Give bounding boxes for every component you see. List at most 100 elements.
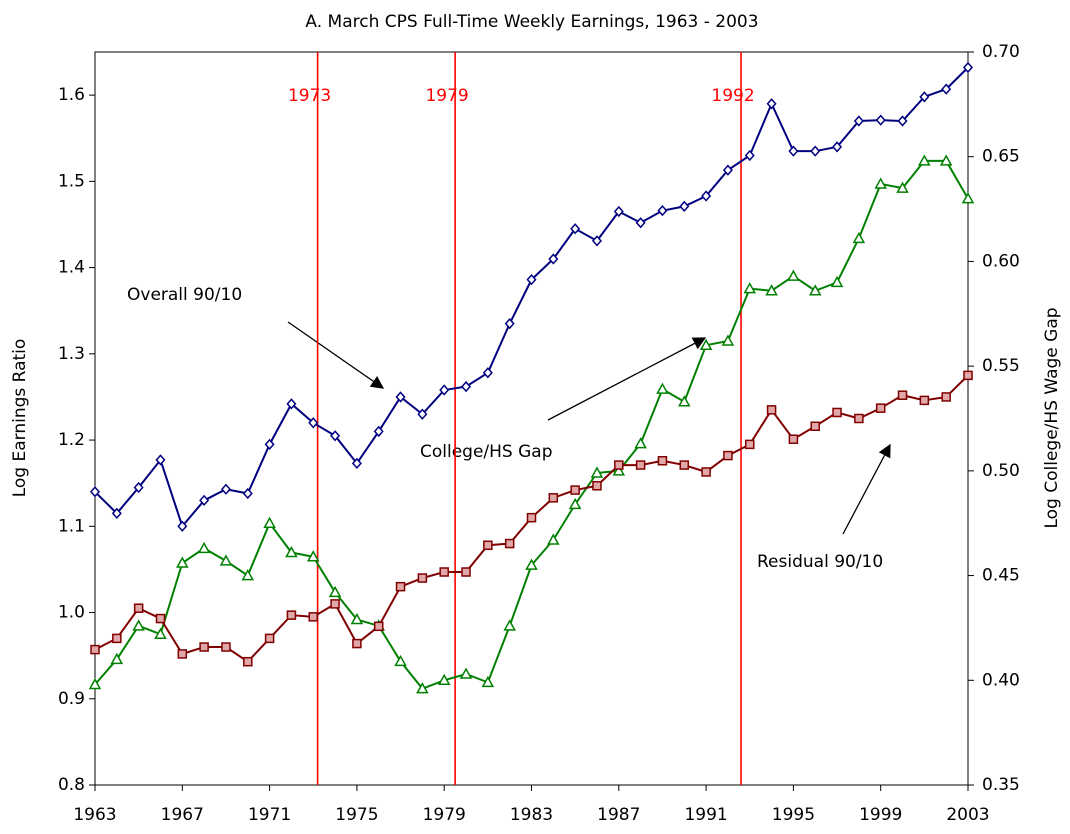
data-point xyxy=(788,434,799,444)
data-point xyxy=(679,200,690,212)
data-point xyxy=(635,217,646,229)
data-point xyxy=(745,439,755,450)
data-point xyxy=(941,83,952,95)
data-point xyxy=(351,457,362,469)
y-tick-label: 1.3 xyxy=(58,344,85,364)
y-tick-label: 1.0 xyxy=(58,603,85,623)
y2-tick-label: 0.35 xyxy=(982,775,1020,795)
chart-title: A. March CPS Full-Time Weekly Earnings, … xyxy=(305,12,758,32)
data-point xyxy=(133,481,144,494)
data-point xyxy=(525,558,538,570)
data-point xyxy=(635,460,646,470)
event-label: 1992 xyxy=(711,86,754,106)
data-point xyxy=(111,507,122,519)
data-point xyxy=(919,91,930,103)
y2-tick-label: 0.70 xyxy=(982,42,1020,62)
data-point xyxy=(394,654,407,667)
y2-tick-label: 0.45 xyxy=(982,566,1020,586)
data-point xyxy=(199,642,209,652)
data-point xyxy=(439,567,449,577)
data-point xyxy=(416,682,429,694)
data-point xyxy=(787,269,800,281)
x-tick-label: 2003 xyxy=(946,805,989,825)
data-point xyxy=(613,205,624,218)
data-point xyxy=(395,581,406,592)
data-point xyxy=(328,585,342,598)
data-point xyxy=(220,483,231,495)
y-tick-label: 1.2 xyxy=(58,430,85,450)
data-point xyxy=(285,545,298,558)
x-tick-label: 1971 xyxy=(248,805,291,825)
data-point xyxy=(263,516,276,528)
annotation: Residual 90/10 xyxy=(757,552,883,572)
data-point xyxy=(483,540,493,551)
data-point xyxy=(264,633,275,644)
data-point xyxy=(701,467,711,477)
x-tick-label: 1983 xyxy=(510,805,553,825)
data-point xyxy=(656,382,669,394)
x-tick-label: 1987 xyxy=(597,805,640,825)
data-point xyxy=(963,370,973,381)
data-point xyxy=(526,274,537,286)
arrow xyxy=(547,337,707,421)
data-point xyxy=(437,673,451,686)
data-point xyxy=(306,550,320,562)
y-tick-label: 1.1 xyxy=(58,516,85,536)
data-point xyxy=(112,633,122,644)
data-point xyxy=(875,114,886,126)
data-point xyxy=(939,154,953,166)
y-tick-label: 1.6 xyxy=(58,85,85,105)
data-point xyxy=(308,612,318,622)
data-point xyxy=(723,450,733,461)
event-label: 1973 xyxy=(288,86,331,106)
data-point xyxy=(221,642,231,652)
data-point xyxy=(701,190,712,202)
data-point xyxy=(766,98,777,110)
x-tick-label: 1991 xyxy=(684,805,727,825)
data-point xyxy=(612,464,626,476)
data-point xyxy=(132,619,145,631)
y-tick-label: 0.8 xyxy=(58,775,85,795)
data-point xyxy=(242,487,253,500)
data-point xyxy=(722,164,733,176)
data-point xyxy=(548,253,559,265)
data-point xyxy=(350,613,364,625)
data-point xyxy=(744,149,755,162)
data-point xyxy=(286,398,297,410)
data-point xyxy=(788,145,799,157)
y-axis-label: Log Earnings Ratio xyxy=(10,339,30,498)
data-point xyxy=(679,460,690,470)
data-point xyxy=(461,567,471,577)
data-point xyxy=(155,454,166,466)
y-tick-label: 1.5 xyxy=(58,171,85,191)
data-point xyxy=(765,284,778,296)
data-point xyxy=(657,205,668,217)
data-point xyxy=(286,610,297,620)
data-point xyxy=(133,603,144,613)
data-point xyxy=(482,367,493,379)
data-point xyxy=(154,627,167,639)
x-tick-label: 1979 xyxy=(423,805,466,825)
arrow xyxy=(287,321,385,389)
data-point xyxy=(330,430,341,442)
data-point xyxy=(590,466,604,478)
y2-tick-label: 0.40 xyxy=(982,670,1020,690)
plot-frame xyxy=(94,51,969,786)
x-tick-label: 1967 xyxy=(161,805,204,825)
data-point xyxy=(176,556,189,568)
data-point xyxy=(548,493,559,503)
data-point xyxy=(526,512,537,523)
data-point xyxy=(439,384,450,396)
data-point xyxy=(503,619,516,631)
data-point xyxy=(919,395,930,406)
data-point xyxy=(330,599,340,609)
data-point xyxy=(461,380,472,393)
data-point xyxy=(264,438,275,450)
data-point xyxy=(854,413,864,424)
data-point xyxy=(918,154,931,166)
data-point xyxy=(591,235,602,247)
data-point xyxy=(177,649,188,659)
data-point xyxy=(875,403,886,413)
y2-tick-label: 0.55 xyxy=(982,356,1020,376)
data-point xyxy=(874,177,887,189)
